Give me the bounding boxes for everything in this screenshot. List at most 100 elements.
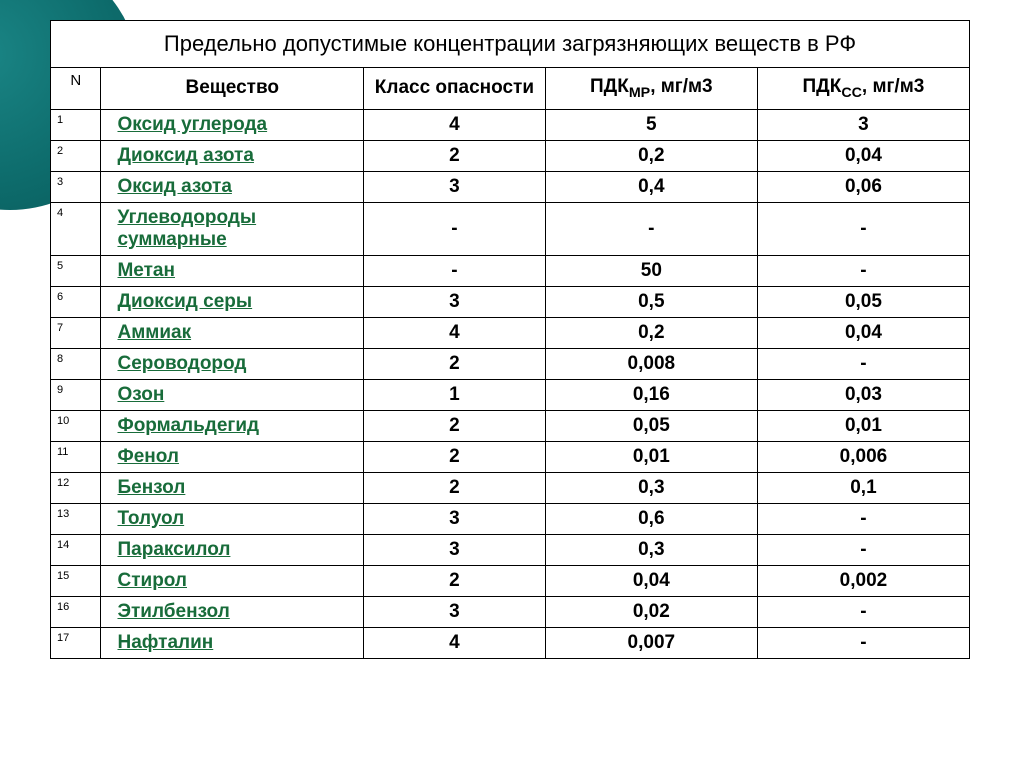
table-row: 12Бензол20,30,1	[51, 472, 970, 503]
cell-substance[interactable]: Нафталин	[101, 627, 364, 658]
table-row: 3Оксид азота30,40,06	[51, 171, 970, 202]
pdkmr-suffix: , мг/м3	[650, 76, 712, 97]
cell-n: 8	[51, 348, 101, 379]
col-header-pdkss: ПДКСС, мг/м3	[757, 68, 969, 110]
cell-pdkmr: 0,3	[545, 534, 757, 565]
cell-class: 1	[364, 379, 546, 410]
cell-substance[interactable]: Оксид углерода	[101, 109, 364, 140]
col-header-class: Класс опасности	[364, 68, 546, 110]
cell-pdkmr: 0,04	[545, 565, 757, 596]
table-row: 16Этилбензол30,02-	[51, 596, 970, 627]
cell-class: 3	[364, 503, 546, 534]
cell-pdkmr: 0,05	[545, 410, 757, 441]
cell-pdkss: 0,1	[757, 472, 969, 503]
table-row: 4Углеводороды суммарные---	[51, 202, 970, 255]
cell-pdkss: -	[757, 596, 969, 627]
cell-class: 3	[364, 534, 546, 565]
cell-pdkmr: 0,16	[545, 379, 757, 410]
cell-pdkss: 0,01	[757, 410, 969, 441]
cell-n: 13	[51, 503, 101, 534]
cell-substance[interactable]: Диоксид азота	[101, 140, 364, 171]
cell-substance[interactable]: Этилбензол	[101, 596, 364, 627]
table-row: 17Нафталин40,007-	[51, 627, 970, 658]
cell-substance[interactable]: Толуол	[101, 503, 364, 534]
cell-pdkss: 0,002	[757, 565, 969, 596]
table-row: 2Диоксид азота20,20,04	[51, 140, 970, 171]
cell-pdkss: -	[757, 348, 969, 379]
cell-n: 4	[51, 202, 101, 255]
table-row: 7Аммиак40,20,04	[51, 317, 970, 348]
table-row: 6Диоксид серы30,50,05	[51, 286, 970, 317]
cell-substance[interactable]: Аммиак	[101, 317, 364, 348]
cell-substance[interactable]: Параксилол	[101, 534, 364, 565]
cell-n: 6	[51, 286, 101, 317]
col-header-pdkmr: ПДКМР, мг/м3	[545, 68, 757, 110]
cell-n: 7	[51, 317, 101, 348]
pdkmr-prefix: ПДК	[590, 76, 629, 97]
cell-substance[interactable]: Стирол	[101, 565, 364, 596]
cell-pdkmr: 0,02	[545, 596, 757, 627]
cell-substance[interactable]: Формальдегид	[101, 410, 364, 441]
cell-class: 2	[364, 140, 546, 171]
cell-n: 11	[51, 441, 101, 472]
cell-pdkss: -	[757, 202, 969, 255]
cell-class: 2	[364, 441, 546, 472]
cell-n: 10	[51, 410, 101, 441]
cell-pdkmr: 0,5	[545, 286, 757, 317]
cell-pdkmr: 0,3	[545, 472, 757, 503]
pdkmr-sub: МР	[629, 85, 650, 101]
cell-n: 9	[51, 379, 101, 410]
page-container: Предельно допустимые концентрации загряз…	[0, 0, 1024, 679]
cell-substance[interactable]: Метан	[101, 255, 364, 286]
cell-n: 2	[51, 140, 101, 171]
cell-class: 2	[364, 410, 546, 441]
cell-pdkmr: 0,2	[545, 140, 757, 171]
cell-class: -	[364, 255, 546, 286]
cell-pdkmr: 5	[545, 109, 757, 140]
cell-pdkss: 0,04	[757, 140, 969, 171]
cell-class: 4	[364, 627, 546, 658]
table-row: 15Стирол20,040,002	[51, 565, 970, 596]
cell-substance[interactable]: Бензол	[101, 472, 364, 503]
cell-n: 5	[51, 255, 101, 286]
cell-substance[interactable]: Озон	[101, 379, 364, 410]
cell-pdkmr: -	[545, 202, 757, 255]
table-title: Предельно допустимые концентрации загряз…	[51, 21, 970, 68]
cell-pdkmr: 0,4	[545, 171, 757, 202]
cell-n: 17	[51, 627, 101, 658]
cell-substance[interactable]: Фенол	[101, 441, 364, 472]
table-row: 9Озон10,160,03	[51, 379, 970, 410]
cell-n: 1	[51, 109, 101, 140]
cell-pdkss: -	[757, 255, 969, 286]
cell-substance[interactable]: Сероводород	[101, 348, 364, 379]
cell-class: -	[364, 202, 546, 255]
cell-pdkss: 0,06	[757, 171, 969, 202]
cell-substance[interactable]: Углеводороды суммарные	[101, 202, 364, 255]
cell-n: 15	[51, 565, 101, 596]
cell-n: 3	[51, 171, 101, 202]
pdk-table: Предельно допустимые концентрации загряз…	[50, 20, 970, 659]
cell-pdkss: 0,05	[757, 286, 969, 317]
cell-pdkss: -	[757, 503, 969, 534]
cell-pdkss: -	[757, 534, 969, 565]
cell-substance[interactable]: Диоксид серы	[101, 286, 364, 317]
table-row: 8Сероводород20,008-	[51, 348, 970, 379]
cell-class: 3	[364, 171, 546, 202]
cell-class: 4	[364, 317, 546, 348]
cell-pdkss: 0,006	[757, 441, 969, 472]
cell-pdkmr: 50	[545, 255, 757, 286]
cell-pdkss: 3	[757, 109, 969, 140]
cell-class: 3	[364, 596, 546, 627]
cell-class: 2	[364, 472, 546, 503]
cell-pdkmr: 0,2	[545, 317, 757, 348]
pdkss-prefix: ПДК	[803, 76, 842, 97]
table-row: 14Параксилол30,3-	[51, 534, 970, 565]
pdkss-suffix: , мг/м3	[862, 76, 924, 97]
cell-n: 12	[51, 472, 101, 503]
cell-substance[interactable]: Оксид азота	[101, 171, 364, 202]
cell-pdkss: -	[757, 627, 969, 658]
cell-class: 3	[364, 286, 546, 317]
cell-class: 2	[364, 565, 546, 596]
pdkss-sub: СС	[841, 85, 862, 101]
cell-pdkmr: 0,008	[545, 348, 757, 379]
